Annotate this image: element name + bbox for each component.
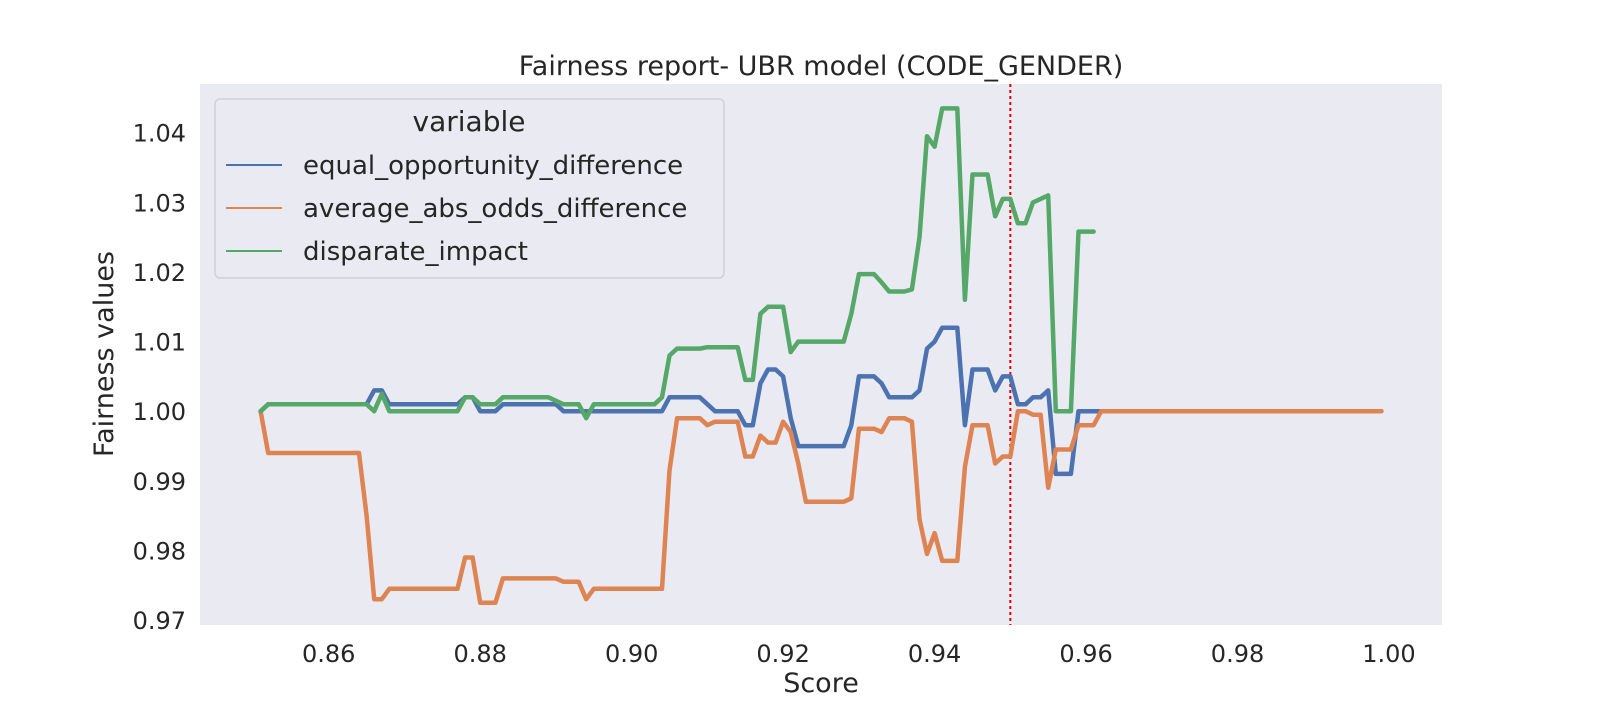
legend-items: equal_opportunity_difference average_abs_… [226,151,687,267]
y-tick-label: 0.97 [133,607,186,635]
series-line-disparate-impact [258,106,1096,421]
series-line-average-abs-odds-difference [258,408,1384,605]
x-tick-label: 0.96 [1059,640,1112,668]
legend-title: variable [413,105,526,138]
y-tick-label: 1.02 [133,259,186,287]
x-axis-label: Score [783,668,859,699]
y-tick-label: 1.04 [133,120,186,148]
y-tick-label: 1.01 [133,329,186,357]
x-tick-label: 0.98 [1211,640,1264,668]
legend-label: equal_opportunity_difference [303,151,683,181]
series-line-equal-opportunity-difference [258,325,1384,477]
x-tick-label: 0.88 [453,640,506,668]
x-tick-label: 0.86 [302,640,355,668]
series-layer [258,106,1384,605]
x-tick-label: 1.00 [1362,640,1415,668]
y-tick-label: 0.99 [133,468,186,496]
y-axis-ticks: 0.97 0.98 0.99 1.00 1.01 1.02 1.03 1.04 [133,120,186,635]
x-axis-ticks: 0.86 0.88 0.90 0.92 0.94 0.96 0.98 1.00 [302,640,1416,668]
y-tick-label: 1.00 [133,398,186,426]
legend-frame [214,98,725,279]
legend-label: average_abs_odds_difference [303,194,687,224]
chart-title: Fairness report- UBR model (CODE_GENDER) [519,51,1124,82]
y-axis-label: Fairness values [89,251,120,457]
x-tick-label: 0.90 [605,640,658,668]
y-tick-label: 0.98 [133,537,186,565]
legend-label: disparate_impact [303,237,528,267]
x-tick-label: 0.92 [756,640,809,668]
y-tick-label: 1.03 [133,189,186,217]
x-tick-label: 0.94 [908,640,961,668]
legend: variable equal_opportunity_differenceave… [214,98,725,279]
